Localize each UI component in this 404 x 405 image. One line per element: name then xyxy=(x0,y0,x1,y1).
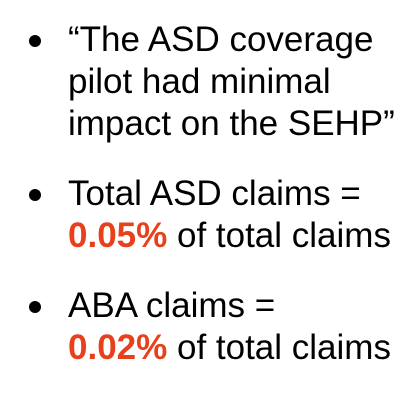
highlight-text: 0.05% xyxy=(68,216,168,255)
text: of total claims xyxy=(167,216,391,255)
text: pilot had minimal xyxy=(68,62,331,101)
text-line: pilot had minimal xyxy=(68,61,404,103)
text: impact on the SEHP” xyxy=(68,104,395,143)
text: Total ASD claims = xyxy=(68,174,361,213)
bullet-item: Total ASD claims = 0.05% of total claims xyxy=(0,173,404,257)
text-line: “The ASD coverage xyxy=(68,19,404,61)
text-line: ABA claims = xyxy=(68,285,404,327)
bullet-dot xyxy=(29,35,41,47)
text: “The ASD coverage xyxy=(68,20,374,59)
bullet-item: ABA claims = 0.02% of total claims xyxy=(0,285,404,369)
highlight-text: 0.02% xyxy=(68,328,168,367)
bullet-dot xyxy=(29,301,41,313)
bullet-dot xyxy=(29,189,41,201)
bullet-item: “The ASD coverage pilot had minimal impact… xyxy=(0,19,404,145)
text-line: 0.05% of total claims xyxy=(68,215,404,257)
text-line: impact on the SEHP” xyxy=(68,103,404,145)
text-line: 0.02% of total claims xyxy=(68,327,404,369)
text-line: Total ASD claims = xyxy=(68,173,404,215)
text: of total claims xyxy=(167,328,391,367)
text: ABA claims = xyxy=(68,286,276,325)
